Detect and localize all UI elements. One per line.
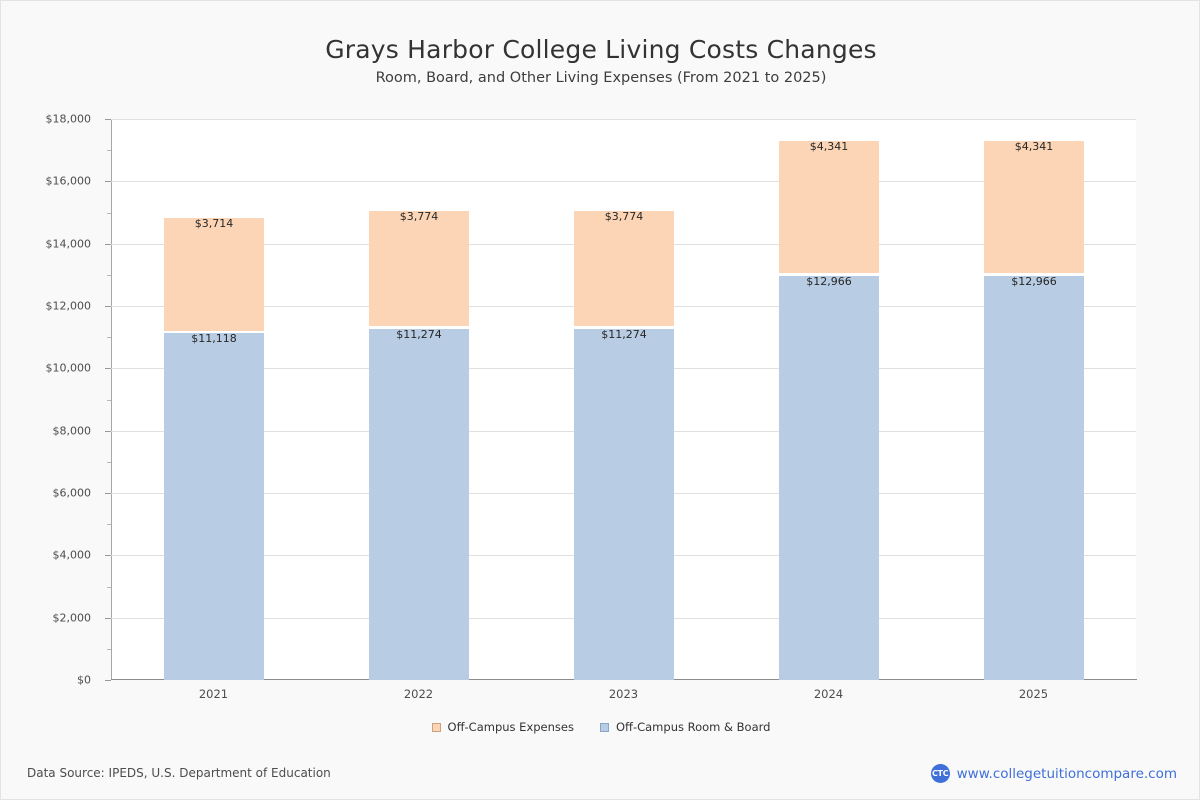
y-tick-major xyxy=(105,119,111,120)
bar-value-label-room-and-board: $12,966 xyxy=(806,275,852,288)
x-tick-label: 2025 xyxy=(1018,687,1049,701)
bar-value-label-expenses: $4,341 xyxy=(1014,140,1054,153)
y-tick-major xyxy=(105,493,111,494)
bar-segment-room-and-board[interactable] xyxy=(984,276,1084,680)
legend-item[interactable]: Off-Campus Room & Board xyxy=(599,720,771,734)
brand-link[interactable]: CTC www.collegetuitioncompare.com xyxy=(930,764,1177,783)
y-tick-label: $6,000 xyxy=(52,486,92,500)
bar-segment-expenses[interactable] xyxy=(164,218,264,331)
bar-value-label-room-and-board: $11,274 xyxy=(396,328,442,341)
y-tick-minor xyxy=(107,150,111,151)
legend-item[interactable]: Off-Campus Expenses xyxy=(431,720,574,734)
chart-subtitle: Room, Board, and Other Living Expenses (… xyxy=(375,70,827,86)
bar-value-label-room-and-board: $11,274 xyxy=(601,328,647,341)
y-tick-minor xyxy=(107,587,111,588)
bar-segment-room-and-board[interactable] xyxy=(779,276,879,680)
bar-value-label-room-and-board: $12,966 xyxy=(1011,275,1057,288)
bar-value-label-expenses: $3,774 xyxy=(399,210,439,223)
chart-title: Grays Harbor College Living Costs Change… xyxy=(325,35,877,64)
y-tick-minor xyxy=(107,649,111,650)
bar-segment-room-and-board[interactable] xyxy=(574,329,674,680)
y-tick-label: $14,000 xyxy=(45,237,92,251)
y-tick-minor xyxy=(107,337,111,338)
y-tick-label: $10,000 xyxy=(45,361,92,375)
legend-label: Off-Campus Room & Board xyxy=(615,720,771,734)
y-tick-major xyxy=(105,618,111,619)
ctc-logo-icon: CTC xyxy=(930,764,950,783)
y-tick-label: $8,000 xyxy=(52,424,92,438)
y-tick-major xyxy=(105,368,111,369)
x-tick-label: 2022 xyxy=(403,687,434,701)
gridline xyxy=(111,119,1136,120)
gridline xyxy=(111,181,1136,182)
bar-segment-room-and-board[interactable] xyxy=(369,329,469,680)
brand-url-text: www.collegetuitioncompare.com xyxy=(956,765,1177,782)
bar-segment-expenses[interactable] xyxy=(574,211,674,326)
legend-swatch-icon xyxy=(599,722,609,732)
bar-segment-room-and-board[interactable] xyxy=(164,333,264,680)
y-tick-label: $12,000 xyxy=(45,299,92,313)
y-tick-major xyxy=(105,244,111,245)
bar-value-label-expenses: $3,774 xyxy=(604,210,644,223)
y-tick-label: $2,000 xyxy=(52,611,92,625)
y-axis-line xyxy=(111,119,112,680)
y-tick-major xyxy=(105,431,111,432)
x-tick-label: 2023 xyxy=(608,687,639,701)
y-tick-major xyxy=(105,306,111,307)
bar-value-label-room-and-board: $11,118 xyxy=(191,332,237,345)
bar-segment-expenses[interactable] xyxy=(779,141,879,273)
legend-swatch-icon xyxy=(431,722,441,732)
y-tick-minor xyxy=(107,275,111,276)
x-tick-label: 2024 xyxy=(813,687,844,701)
y-tick-label: $0 xyxy=(77,673,91,687)
bar-segment-expenses[interactable] xyxy=(369,211,469,326)
y-tick-minor xyxy=(107,462,111,463)
bar-value-label-expenses: $4,341 xyxy=(809,140,849,153)
y-tick-label: $18,000 xyxy=(45,112,92,126)
y-tick-minor xyxy=(107,400,111,401)
y-tick-minor xyxy=(107,213,111,214)
legend-label: Off-Campus Expenses xyxy=(447,720,574,734)
bar-value-label-expenses: $3,714 xyxy=(194,217,234,230)
chart-legend: Off-Campus Expenses Off-Campus Room & Boa… xyxy=(1,720,1199,734)
bar-segment-expenses[interactable] xyxy=(984,141,1084,273)
y-tick-major xyxy=(105,555,111,556)
y-tick-label: $16,000 xyxy=(45,174,92,188)
y-tick-label: $4,000 xyxy=(52,548,92,562)
x-tick-label: 2021 xyxy=(198,687,229,701)
y-tick-minor xyxy=(107,524,111,525)
y-tick-major xyxy=(105,680,111,681)
y-tick-major xyxy=(105,181,111,182)
data-source-note: Data Source: IPEDS, U.S. Department of E… xyxy=(27,766,331,780)
